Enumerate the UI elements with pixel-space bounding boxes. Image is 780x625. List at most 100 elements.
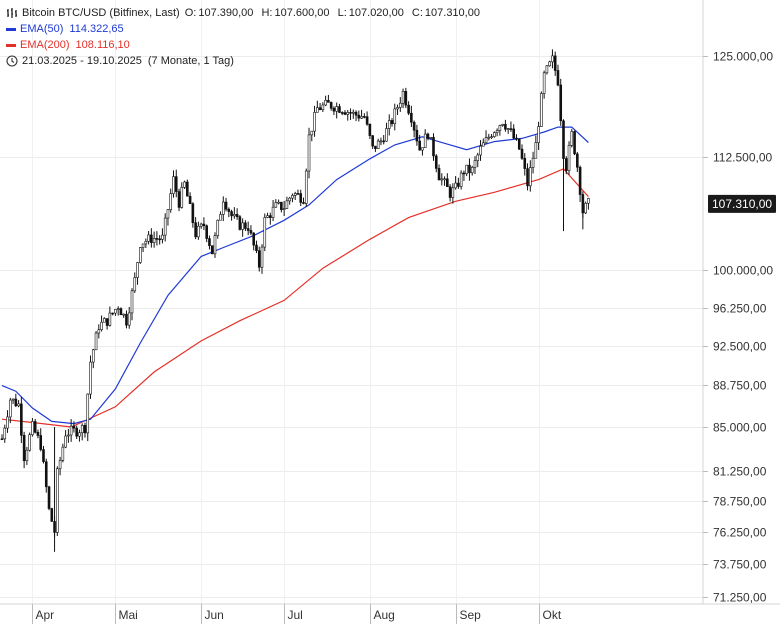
- ohlc-values: O: 107.390,00 H: 107.600,00 L: 107.020,00 C…: [180, 5, 480, 21]
- y-tick-label: 81.250,00: [713, 465, 767, 479]
- candle: [277, 199, 280, 205]
- candle-body: [166, 209, 170, 219]
- ohlc-high-key: H:: [261, 7, 273, 19]
- candle-body: [354, 111, 358, 116]
- candle: [495, 128, 499, 137]
- candle-body: [42, 449, 45, 462]
- candle-body: [564, 158, 568, 171]
- candle: [490, 134, 493, 140]
- candle: [130, 288, 134, 321]
- candle-body: [50, 508, 54, 522]
- candle-body: [64, 435, 67, 448]
- candle: [8, 397, 12, 424]
- candle: [202, 217, 206, 231]
- candle: [6, 410, 9, 433]
- candle: [194, 217, 197, 240]
- candle: [127, 307, 131, 329]
- candle-body: [127, 312, 131, 326]
- candle: [80, 423, 84, 441]
- candle: [163, 213, 167, 242]
- candle: [108, 306, 112, 327]
- candle-body: [155, 238, 159, 240]
- candle-body: [194, 222, 197, 238]
- candle: [166, 209, 170, 226]
- candle-body: [36, 432, 40, 436]
- x-axis: Apr Mai Jun Jul Aug Sep Okt: [32, 604, 562, 624]
- candle: [349, 108, 352, 121]
- candle-body: [401, 91, 405, 104]
- candle: [432, 133, 435, 161]
- y-tick-label: 92.500,00: [713, 340, 767, 354]
- candle-body: [191, 203, 195, 223]
- candle-body: [263, 217, 267, 248]
- candle: [282, 200, 286, 216]
- candle-body: [20, 403, 23, 436]
- candle-body: [227, 208, 231, 212]
- candle: [473, 156, 477, 175]
- candle: [274, 199, 278, 208]
- candle: [116, 306, 120, 316]
- candle: [11, 398, 15, 404]
- candle: [462, 170, 466, 181]
- candle: [587, 197, 590, 210]
- candle-body: [221, 201, 225, 215]
- candle-body: [371, 135, 374, 147]
- y-tick-label: 85.000,00: [713, 421, 767, 435]
- candle: [280, 201, 283, 213]
- candle-body: [205, 225, 208, 239]
- candle-body: [86, 393, 90, 434]
- ema50-label: EMA(50): [20, 23, 64, 35]
- y-tick-label: 73.750,00: [713, 558, 767, 572]
- ohlc-high-value: 107.600,00: [274, 7, 330, 19]
- candle: [216, 219, 220, 239]
- y-tick-label: 112.500,00: [713, 151, 772, 165]
- candle: [86, 393, 90, 442]
- ema50-value: 114.322,65: [69, 23, 124, 35]
- candle-body: [280, 201, 283, 210]
- candle-body: [470, 167, 474, 174]
- candle-body: [476, 154, 480, 161]
- candle-body: [277, 201, 280, 204]
- candle: [210, 245, 214, 255]
- candle: [260, 244, 264, 274]
- candle: [316, 100, 319, 113]
- candle: [36, 429, 40, 439]
- candle-body: [573, 131, 576, 155]
- candle: [576, 151, 579, 173]
- candle: [506, 128, 510, 134]
- y-tick-label: 125.000,00: [713, 50, 773, 64]
- candle: [515, 134, 518, 141]
- ohlc-close-key: C:: [411, 7, 423, 19]
- x-tick-label: Jul: [288, 608, 303, 622]
- candle-body: [130, 290, 134, 314]
- candle: [390, 118, 394, 127]
- candle: [465, 164, 468, 177]
- candle-body: [58, 459, 62, 470]
- candle-body: [136, 262, 139, 278]
- candle-body: [529, 167, 532, 187]
- candle: [346, 109, 350, 121]
- legend-ema50-row[interactable]: EMA(50) 114.322,65: [6, 21, 480, 37]
- candle-body: [296, 193, 300, 195]
- candle-body: [67, 434, 70, 437]
- candle-body: [197, 225, 200, 238]
- candle: [540, 91, 543, 128]
- legend-ema200-row[interactable]: EMA(200) 108.116,10: [6, 37, 480, 53]
- candle: [415, 124, 419, 146]
- candle-body: [374, 145, 377, 149]
- candle: [97, 324, 101, 339]
- candle: [89, 355, 92, 399]
- x-tick-label: Mai: [119, 608, 138, 622]
- candle: [551, 49, 554, 69]
- candle-body: [288, 197, 291, 202]
- candle-body: [302, 202, 305, 204]
- candle-body: [346, 112, 350, 115]
- candle: [545, 65, 549, 75]
- candle-body: [404, 91, 408, 106]
- candle-body: [399, 102, 402, 108]
- candle: [454, 176, 457, 190]
- candle-body: [293, 193, 297, 196]
- candle-body: [418, 140, 421, 151]
- candle-body: [33, 421, 37, 433]
